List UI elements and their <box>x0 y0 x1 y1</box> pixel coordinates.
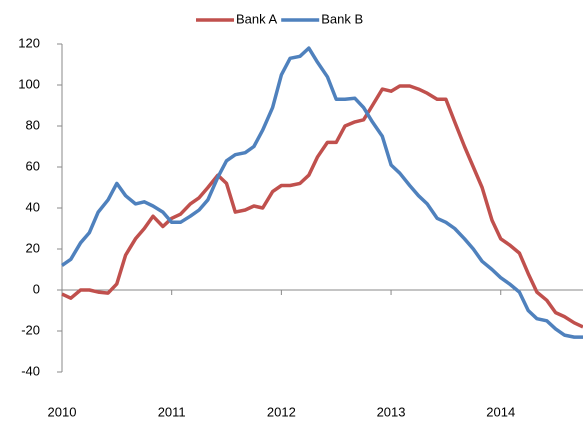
y-tick-label: -20 <box>21 322 40 337</box>
x-tick-label: 2014 <box>486 404 515 419</box>
x-tick-label: 2010 <box>48 404 77 419</box>
y-tick-label: 100 <box>18 76 40 91</box>
series-line <box>61 84 583 329</box>
y-tick-label: 80 <box>26 117 40 132</box>
series-line <box>61 46 583 339</box>
x-tick-label: 2013 <box>377 404 406 419</box>
y-tick-label: -40 <box>21 363 40 378</box>
x-tick-label: 2012 <box>267 404 296 419</box>
y-tick-label: 20 <box>26 240 40 255</box>
y-tick-label: 60 <box>26 158 40 173</box>
y-tick-label: 40 <box>26 199 40 214</box>
legend-label: Bank A <box>236 11 278 26</box>
legend-label: Bank B <box>321 11 363 26</box>
y-tick-label: 0 <box>33 281 40 296</box>
x-tick-label: 2011 <box>158 404 186 419</box>
y-tick-label: 120 <box>18 35 40 50</box>
